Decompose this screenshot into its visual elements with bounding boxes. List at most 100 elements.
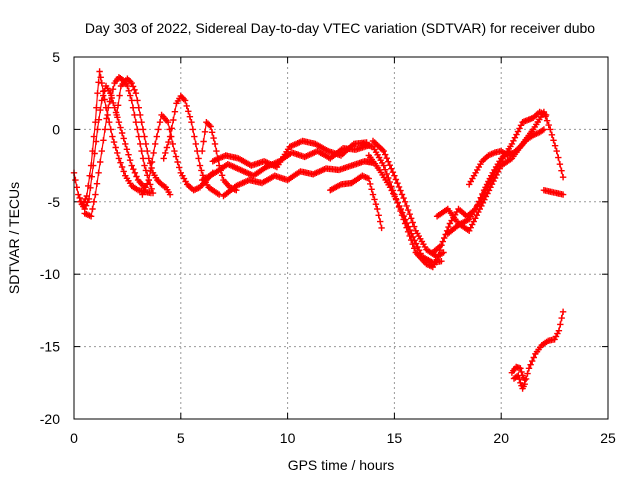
data-point-marker (382, 166, 389, 173)
data-point-marker (548, 131, 556, 138)
data-point-marker (90, 162, 97, 169)
data-point-marker (84, 199, 91, 206)
axes: 0 5 10 15 20 25 5 0 -5 -10 -15 -20 (40, 49, 616, 446)
data-point-marker (163, 144, 171, 151)
series-trace-k (327, 172, 385, 232)
series-trace-i (209, 137, 370, 171)
data-point-marker (114, 102, 122, 109)
series-trace-j (220, 158, 377, 200)
data-point-marker (122, 140, 129, 148)
data-point-marker (95, 79, 102, 86)
data-point-marker (441, 234, 448, 242)
data-point-marker (412, 240, 420, 247)
data-point-marker (372, 201, 380, 208)
y-tick-label: -5 (48, 194, 61, 210)
data-point-marker (110, 138, 118, 146)
data-point-marker (403, 202, 410, 210)
data-point-marker (171, 147, 178, 155)
y-tick-label: 5 (52, 49, 60, 65)
chart-title: Day 303 of 2022, Sidereal Day-to-day VTE… (85, 20, 595, 36)
data-point-marker (160, 155, 167, 162)
y-tick-label: -20 (40, 411, 60, 427)
data-point-marker (392, 176, 400, 183)
data-point-marker (559, 191, 567, 198)
data-point-marker (98, 79, 105, 87)
data-point-marker (382, 151, 389, 158)
data-point-marker (388, 165, 395, 172)
data-point-marker (73, 184, 80, 191)
data-point-marker (391, 172, 398, 179)
data-point-marker (385, 158, 392, 165)
data-point-marker (527, 361, 534, 368)
data-point-marker (176, 164, 183, 171)
data-point-marker (76, 194, 83, 202)
data-point-marker (200, 138, 207, 145)
data-point-marker (181, 97, 189, 104)
data-point-marker (103, 115, 110, 122)
data-point-marker (130, 166, 137, 173)
data-point-marker (380, 162, 387, 169)
data-point-marker (383, 155, 390, 162)
data-point-marker (123, 146, 131, 153)
data-point-marker (92, 191, 99, 198)
data-point-marker (408, 230, 415, 237)
data-point-marker (406, 211, 413, 218)
series-trace-r (466, 126, 548, 188)
data-point-marker (149, 189, 157, 197)
data-point-marker (134, 97, 141, 104)
data-point-marker (152, 140, 159, 148)
series-trace-d (113, 75, 174, 198)
data-point-marker (406, 226, 414, 234)
data-point-marker (206, 121, 213, 129)
data-point-marker (169, 140, 176, 148)
data-point-marker (139, 191, 146, 198)
data-point-marker (189, 126, 197, 133)
data-point-marker (94, 126, 101, 133)
data-point-marker (125, 87, 132, 94)
data-point-marker (196, 162, 204, 169)
data-point-marker (132, 90, 140, 97)
data-point-marker (131, 169, 139, 176)
data-point-marker (208, 129, 216, 136)
data-point-marker (417, 250, 424, 257)
x-tick-label: 15 (387, 430, 403, 446)
x-tick-label: 0 (70, 430, 78, 446)
data-point-marker (199, 147, 206, 155)
data-point-marker (371, 196, 378, 203)
data-point-marker (92, 138, 100, 145)
data-point-marker (114, 149, 121, 157)
data-point-marker (93, 104, 100, 111)
data-point-marker (525, 365, 533, 372)
data-point-marker (395, 183, 403, 191)
data-point-marker (399, 209, 406, 216)
data-point-marker (131, 86, 138, 93)
data-point-marker (401, 198, 409, 205)
data-point-marker (109, 133, 116, 140)
data-point-marker (128, 97, 135, 104)
data-point-marker (188, 119, 195, 126)
data-point-marker (389, 169, 397, 176)
data-point-marker (414, 243, 421, 251)
data-point-marker (142, 140, 150, 148)
data-point-marker (556, 161, 564, 168)
data-point-marker (545, 121, 552, 129)
x-tick-label: 20 (493, 430, 509, 446)
data-point-marker (559, 308, 567, 315)
data-point-marker (375, 212, 382, 219)
y-tick-label: -10 (40, 266, 60, 282)
data-point-marker (72, 176, 79, 184)
data-point-marker (207, 123, 214, 130)
data-point-marker (115, 119, 123, 126)
data-point-marker (409, 233, 417, 241)
data-point-marker (397, 205, 404, 213)
data-point-marker (521, 376, 528, 384)
data-point-marker (116, 92, 123, 99)
data-point-marker (174, 158, 181, 166)
data-point-marker (559, 174, 567, 181)
data-point-marker (378, 224, 385, 232)
series-layer (70, 68, 567, 392)
data-point-marker (438, 258, 445, 265)
data-point-marker (128, 162, 135, 169)
data-point-marker (142, 184, 149, 191)
